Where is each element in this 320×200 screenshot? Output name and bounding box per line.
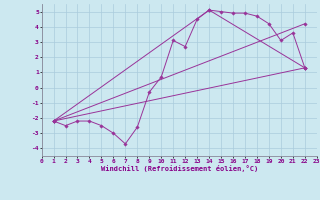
X-axis label: Windchill (Refroidissement éolien,°C): Windchill (Refroidissement éolien,°C) [100, 165, 258, 172]
